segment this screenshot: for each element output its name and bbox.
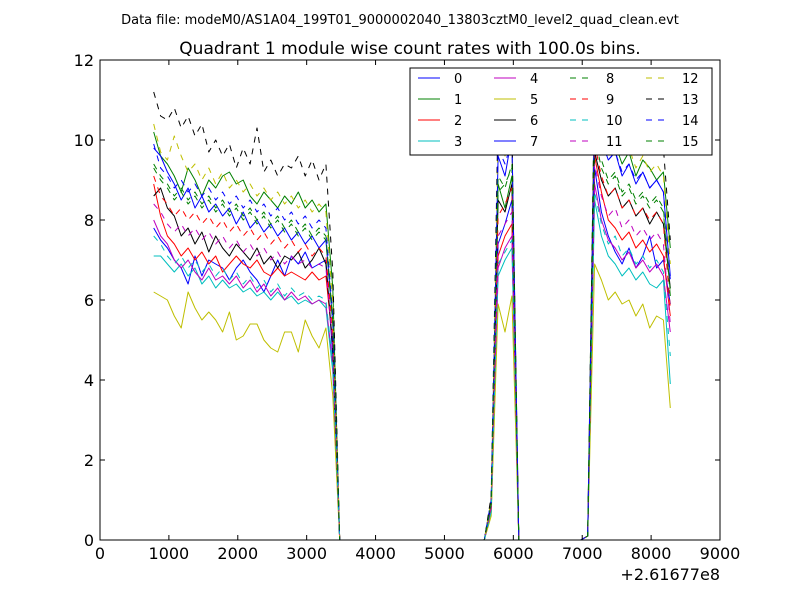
legend-label: 11 [606,135,623,150]
legend-label: 6 [530,114,538,129]
legend-label: 0 [454,72,462,87]
x-tick-label: 5000 [424,544,465,563]
legend-label: 5 [530,93,538,108]
legend-item-0: 0 [418,72,462,87]
x-tick-label: 0 [95,544,105,563]
legend-item-4: 4 [494,72,538,87]
y-tick-label: 8 [84,211,94,230]
legend-item-3: 3 [418,135,462,150]
legend-item-7: 7 [494,135,538,150]
legend-label: 15 [682,135,699,150]
y-tick-label: 4 [84,371,94,390]
x-tick-label: 9000 [700,544,741,563]
figure-suptitle: Data file: modeM0/AS1A04_199T01_90000020… [121,13,679,28]
legend-label: 10 [606,114,623,129]
legend-label: 3 [454,135,462,150]
legend-item-11: 11 [570,135,623,150]
legend-label: 2 [454,114,462,129]
legend-item-5: 5 [494,93,538,108]
chart-title: Quadrant 1 module wise count rates with … [179,39,640,59]
x-tick-label: 6000 [493,544,534,563]
x-tick-label: 7000 [562,544,603,563]
legend-label: 12 [682,72,699,87]
legend-label: 13 [682,93,699,108]
x-tick-label: 2000 [217,544,258,563]
x-tick-label: 1000 [149,544,190,563]
legend-label: 1 [454,93,462,108]
legend-label: 14 [682,114,699,129]
legend-item-15: 15 [646,135,699,150]
legend-item-1: 1 [418,93,462,108]
legend-item-6: 6 [494,114,538,129]
x-offset-label: +2.61677e8 [620,565,720,584]
y-tick-label: 6 [84,291,94,310]
legend-item-2: 2 [418,114,462,129]
legend-label: 8 [606,72,614,87]
y-tick-label: 2 [84,451,94,470]
x-tick-label: 3000 [286,544,327,563]
y-tick-label: 0 [84,531,94,550]
legend-label: 4 [530,72,538,87]
x-tick-label: 4000 [355,544,396,563]
legend-item-10: 10 [570,114,623,129]
legend-item-12: 12 [646,72,699,87]
legend-item-13: 13 [646,93,699,108]
series-line-10 [153,191,671,541]
x-tick-label: 8000 [631,544,672,563]
y-tick-label: 10 [74,131,94,150]
legend-item-9: 9 [570,93,614,108]
legend-label: 9 [606,93,614,108]
y-tick-label: 12 [74,51,94,70]
legend-label: 7 [530,135,538,150]
legend-item-14: 14 [646,114,699,129]
legend-item-8: 8 [570,72,614,87]
tick-layer: 0 1000 2000 3000 4000 5000 6000 7000 8000 9000 0 2 4… [74,51,741,563]
